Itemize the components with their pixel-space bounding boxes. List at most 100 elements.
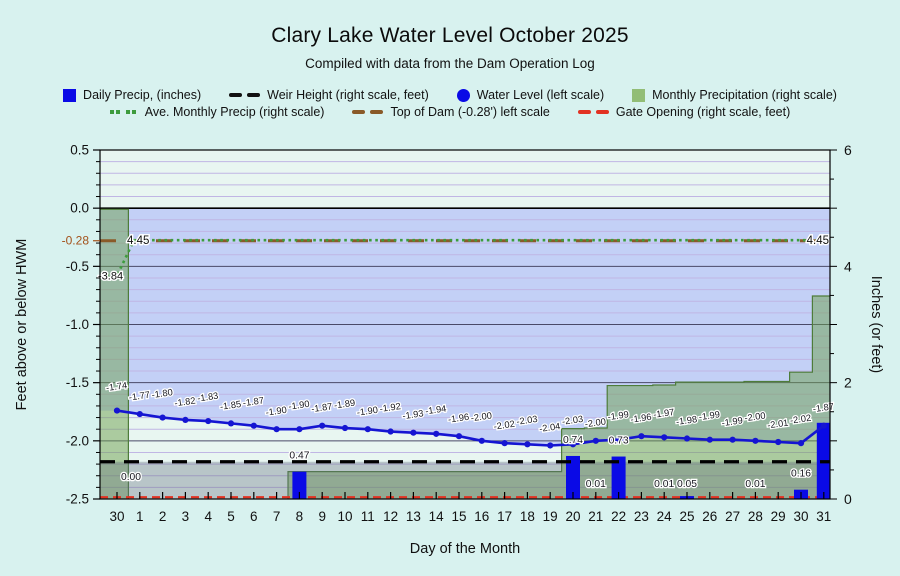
svg-text:20: 20 bbox=[565, 509, 580, 524]
svg-text:16: 16 bbox=[474, 509, 489, 524]
svg-text:-1.90: -1.90 bbox=[265, 405, 287, 418]
svg-text:-2.04: -2.04 bbox=[539, 421, 561, 434]
svg-text:-1.74: -1.74 bbox=[105, 380, 127, 393]
top-of-dam-tick-label: -0.28 bbox=[62, 234, 90, 248]
svg-text:6: 6 bbox=[250, 509, 258, 524]
svg-text:-2.00: -2.00 bbox=[584, 416, 606, 429]
legend-row-2: Ave. Monthly Precip (right scale) Top of … bbox=[109, 105, 791, 119]
dash-black-marker-icon bbox=[229, 92, 261, 98]
svg-text:-1.85: -1.85 bbox=[219, 399, 241, 412]
svg-text:0.01: 0.01 bbox=[586, 479, 606, 490]
svg-text:31: 31 bbox=[816, 509, 831, 524]
svg-text:22: 22 bbox=[611, 509, 626, 524]
svg-text:25: 25 bbox=[679, 509, 694, 524]
dash-brown-marker-icon bbox=[352, 109, 384, 115]
svg-text:4.45: 4.45 bbox=[127, 235, 149, 247]
svg-text:0.73: 0.73 bbox=[609, 436, 629, 447]
page-subtitle: Compiled with data from the Dam Operatio… bbox=[305, 56, 595, 71]
svg-text:0.05: 0.05 bbox=[677, 479, 697, 490]
svg-text:23: 23 bbox=[634, 509, 649, 524]
svg-text:15: 15 bbox=[451, 509, 466, 524]
legend-item-water-level-left-scale: Water Level (left scale) bbox=[456, 88, 604, 102]
svg-text:-2.02: -2.02 bbox=[493, 419, 515, 432]
right-axis: 0 2 4 6 Inches (or feet) bbox=[830, 142, 884, 507]
legend-item-ave-monthly-precip-right-scale: Ave. Monthly Precip (right scale) bbox=[109, 105, 325, 119]
legend-label: Monthly Precipitation (right scale) bbox=[652, 88, 837, 102]
svg-text:0.5: 0.5 bbox=[70, 143, 89, 158]
legend-label: Gate Opening (right scale, feet) bbox=[615, 105, 791, 119]
svg-text:-2.00: -2.00 bbox=[470, 410, 492, 423]
svg-text:-3.84: -3.84 bbox=[98, 271, 123, 283]
svg-text:18: 18 bbox=[520, 509, 535, 524]
monthly-precip-area bbox=[100, 208, 830, 499]
svg-text:0.47: 0.47 bbox=[289, 451, 309, 462]
svg-text:-1.99: -1.99 bbox=[721, 415, 743, 428]
svg-text:-1.87: -1.87 bbox=[311, 401, 333, 414]
svg-text:-2.03: -2.03 bbox=[516, 414, 538, 427]
svg-text:-1.98: -1.98 bbox=[675, 414, 697, 427]
legend-item-top-of-dam-0-28-left-scale: Top of Dam (-0.28') left scale bbox=[352, 105, 550, 119]
left-axis-title: Feet above or below HWM bbox=[14, 239, 30, 411]
svg-text:-2.03: -2.03 bbox=[561, 414, 583, 427]
svg-text:6: 6 bbox=[844, 142, 852, 158]
dots-green-marker-icon bbox=[109, 110, 138, 114]
svg-text:24: 24 bbox=[657, 509, 673, 524]
svg-text:0.0: 0.0 bbox=[70, 201, 89, 216]
svg-text:-1.92: -1.92 bbox=[379, 401, 401, 414]
dash-red-marker-icon bbox=[577, 109, 609, 115]
legend-label: Top of Dam (-0.28') left scale bbox=[390, 105, 550, 119]
svg-text:-2.00: -2.00 bbox=[744, 410, 766, 423]
svg-text:10: 10 bbox=[337, 509, 352, 524]
square-green-marker-icon bbox=[632, 88, 646, 102]
svg-text:-1.93: -1.93 bbox=[402, 408, 424, 421]
daily-precip-bar-8 bbox=[292, 471, 307, 499]
svg-text:-1.82: -1.82 bbox=[174, 395, 196, 408]
legend-row-1: Daily Precip, (inches) Weir Height (right… bbox=[63, 88, 837, 102]
x-axis-title: Day of the Month bbox=[410, 541, 520, 557]
svg-text:30: 30 bbox=[793, 509, 808, 524]
svg-text:-1.0: -1.0 bbox=[66, 317, 89, 332]
legend-item-daily-precip-inches: Daily Precip, (inches) bbox=[63, 88, 201, 102]
svg-text:0.00: 0.00 bbox=[121, 472, 141, 483]
svg-text:-1.77: -1.77 bbox=[128, 390, 150, 403]
svg-text:13: 13 bbox=[406, 509, 421, 524]
svg-text:-1.96: -1.96 bbox=[630, 412, 652, 425]
page-title: Clary Lake Water Level October 2025 bbox=[271, 24, 629, 47]
svg-text:-1.94: -1.94 bbox=[425, 403, 447, 416]
svg-text:0.01: 0.01 bbox=[745, 479, 765, 490]
svg-text:-1.87: -1.87 bbox=[242, 395, 264, 408]
svg-text:5: 5 bbox=[227, 509, 235, 524]
svg-text:11: 11 bbox=[361, 509, 375, 524]
svg-text:4.45: 4.45 bbox=[807, 235, 829, 247]
legend-label: Weir Height (right scale, feet) bbox=[267, 88, 429, 102]
svg-text:0.16: 0.16 bbox=[791, 469, 811, 480]
svg-text:-0.5: -0.5 bbox=[66, 259, 89, 274]
svg-text:-1.99: -1.99 bbox=[698, 409, 720, 422]
svg-text:27: 27 bbox=[725, 509, 740, 524]
svg-text:2: 2 bbox=[159, 509, 167, 524]
right-axis-title: Inches (or feet) bbox=[868, 276, 884, 374]
left-axis: 0.5 0.0 -0.5 -1.0 -1.5 -2.0 -2.5 -0.28 Feet abov… bbox=[14, 143, 100, 507]
svg-text:-1.5: -1.5 bbox=[66, 375, 89, 390]
square-blue-marker-icon bbox=[63, 88, 77, 102]
svg-text:12: 12 bbox=[383, 509, 398, 524]
svg-text:17: 17 bbox=[497, 509, 512, 524]
legend-item-weir-height-right-scale-feet: Weir Height (right scale, feet) bbox=[229, 88, 429, 102]
svg-text:-1.99: -1.99 bbox=[607, 409, 629, 422]
daily-precip-bar-22 bbox=[611, 456, 626, 499]
legend-label: Ave. Monthly Precip (right scale) bbox=[144, 105, 325, 119]
svg-text:3: 3 bbox=[182, 509, 190, 524]
svg-text:-1.83: -1.83 bbox=[197, 391, 219, 404]
svg-text:19: 19 bbox=[543, 509, 558, 524]
svg-text:4: 4 bbox=[204, 509, 212, 524]
x-axis: 30 1 2 3 4 5 6 7 8 9 10 11 12 13 14 15 16 17 18 19 20 21 22 23 2… bbox=[109, 492, 831, 557]
water-level-labels: -1.74-1.77 -1.80-1.82 -1.83-1.85 -1.87-1.90… bbox=[104, 379, 836, 435]
svg-text:-1.96: -1.96 bbox=[447, 412, 469, 425]
legend: Daily Precip, (inches) Weir Height (right… bbox=[0, 88, 900, 119]
svg-text:14: 14 bbox=[429, 509, 445, 524]
svg-text:21: 21 bbox=[588, 509, 603, 524]
legend-item-gate-opening-right-scale-feet: Gate Opening (right scale, feet) bbox=[577, 105, 791, 119]
svg-text:0.01: 0.01 bbox=[654, 479, 674, 490]
